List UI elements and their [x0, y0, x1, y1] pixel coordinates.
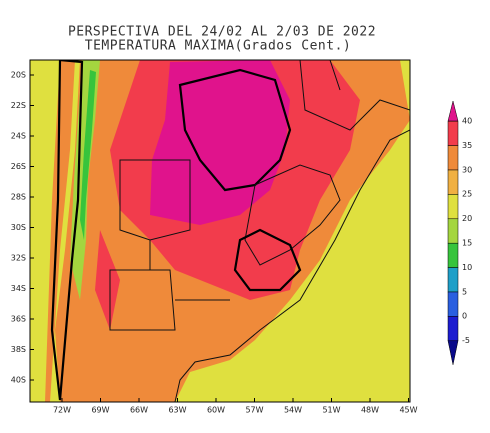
colorbar-label: 25 [462, 190, 472, 199]
lon-label: 66W [130, 406, 148, 415]
lon-label: 48W [361, 406, 379, 415]
colorbar-cap [447, 100, 459, 122]
coastline [174, 129, 410, 402]
lat-label: 36S [11, 315, 26, 324]
colorbar-label: 35 [462, 141, 472, 150]
colorbar-label: 30 [462, 165, 472, 174]
colorbar-label: -5 [462, 336, 470, 345]
colorbar-band [447, 194, 459, 220]
colorbar-band [447, 145, 459, 171]
lon-label: 57W [245, 406, 263, 415]
lon-label: 54W [284, 406, 302, 415]
lon-label: 69W [91, 406, 109, 415]
colorbar-band [447, 120, 459, 146]
border-paraguay [178, 68, 292, 192]
lat-label: 20S [11, 71, 26, 80]
lat-label: 40S [11, 376, 26, 385]
colorbar-label: 0 [462, 312, 467, 321]
colorbar-band [447, 169, 459, 195]
lon-label: 63W [168, 406, 186, 415]
border-andes [50, 60, 84, 401]
map-frame [29, 59, 411, 403]
lat-label: 28S [11, 193, 26, 202]
colorbar-band [447, 267, 459, 293]
lat-label: 22S [11, 101, 26, 110]
lon-label: 51W [322, 406, 340, 415]
colorbar-label: 5 [462, 287, 467, 296]
lat-label: 24S [11, 132, 26, 141]
title: PERSPECTIVA DEL 24/02 AL 2/03 DE 2022 [68, 25, 376, 40]
colorbar-band [447, 218, 459, 244]
lon-label: 45W [399, 406, 417, 415]
lon-label: 72W [53, 406, 71, 415]
lat-label: 26S [11, 162, 26, 171]
field-20-25 [30, 60, 60, 402]
field-10-15 [80, 70, 96, 240]
colorbar-label: 20 [462, 214, 472, 223]
colorbar-label: 40 [462, 117, 472, 126]
subtitle: TEMPERATURA MAXIMA(Grados Cent.) [85, 39, 351, 54]
border-uruguay [233, 228, 302, 292]
states [299, 60, 410, 131]
lat-label: 30S [11, 223, 26, 232]
lat-label: 32S [11, 254, 26, 263]
border-brazil-south [244, 164, 341, 266]
colorbar-label: 15 [462, 239, 472, 248]
lon-label: 60W [207, 406, 225, 415]
provinces [109, 159, 230, 331]
colorbar-cap [447, 340, 459, 365]
colorbar-band [447, 291, 459, 317]
map [29, 59, 411, 403]
colorbar-label: 10 [462, 263, 472, 272]
colorbar-band [447, 242, 459, 268]
field-35-40 [95, 230, 120, 330]
lat-label: 38S [11, 345, 26, 354]
lat-label: 34S [11, 284, 26, 293]
colorbar-band [447, 316, 459, 342]
